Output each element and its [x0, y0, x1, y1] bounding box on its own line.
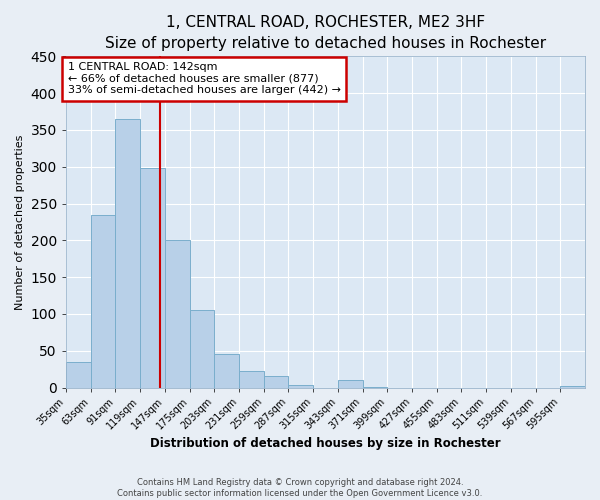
Bar — [165, 240, 190, 388]
Bar — [190, 310, 214, 388]
Bar — [66, 362, 91, 388]
Bar — [263, 376, 289, 388]
Bar — [91, 214, 115, 388]
Bar — [338, 380, 362, 388]
Bar — [214, 354, 239, 388]
Bar — [140, 168, 165, 388]
Text: Contains HM Land Registry data © Crown copyright and database right 2024.
Contai: Contains HM Land Registry data © Crown c… — [118, 478, 482, 498]
Bar — [239, 370, 263, 388]
Text: 1 CENTRAL ROAD: 142sqm
← 66% of detached houses are smaller (877)
33% of semi-de: 1 CENTRAL ROAD: 142sqm ← 66% of detached… — [68, 62, 341, 96]
Title: 1, CENTRAL ROAD, ROCHESTER, ME2 3HF
Size of property relative to detached houses: 1, CENTRAL ROAD, ROCHESTER, ME2 3HF Size… — [105, 15, 546, 51]
Bar — [362, 387, 387, 388]
Bar — [560, 386, 585, 388]
Y-axis label: Number of detached properties: Number of detached properties — [15, 134, 25, 310]
X-axis label: Distribution of detached houses by size in Rochester: Distribution of detached houses by size … — [150, 437, 501, 450]
Bar — [115, 119, 140, 388]
Bar — [289, 384, 313, 388]
